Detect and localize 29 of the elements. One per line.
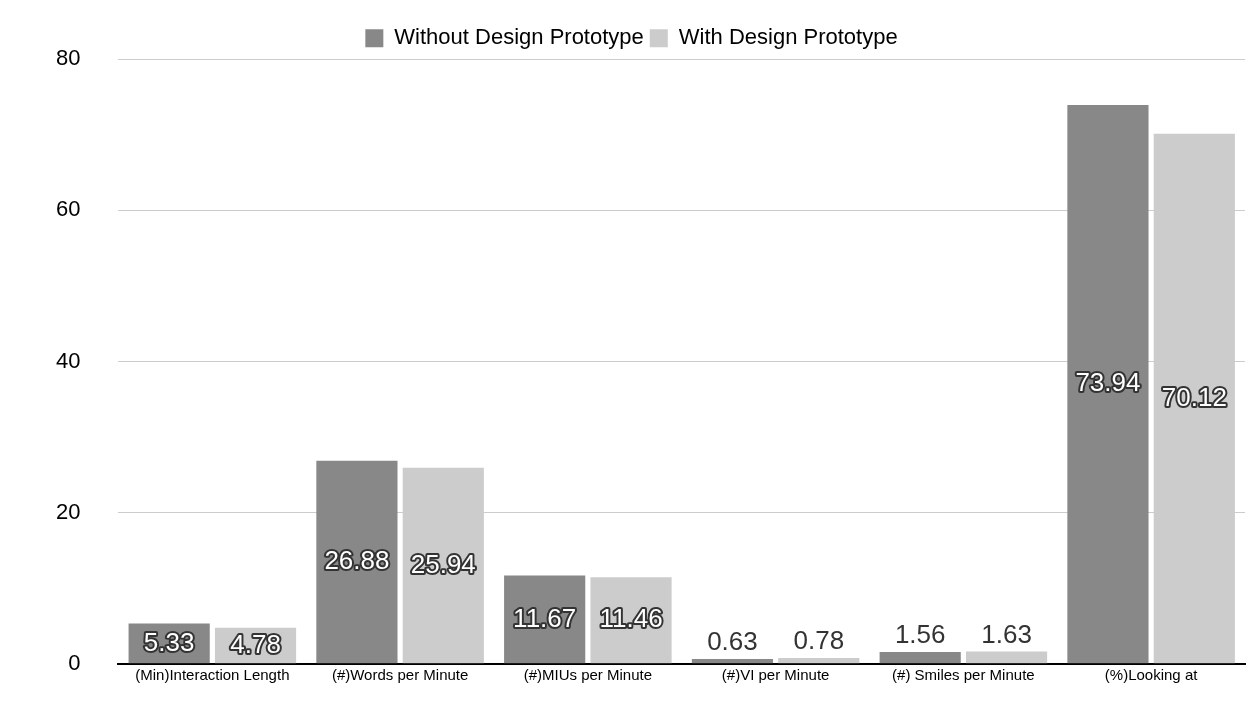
y-tick-label: 40 xyxy=(55,347,81,373)
data-label: 26.88 xyxy=(324,545,390,576)
legend-label: With Design Prototype xyxy=(678,24,898,50)
data-label: 1.56 xyxy=(894,619,946,650)
data-label: 11.67 xyxy=(513,602,577,633)
x-tick-label: (#) Smiles per Minute xyxy=(892,665,1035,683)
data-label: 5.33 xyxy=(143,626,195,657)
x-tick-label: (#)MIUs per Minute xyxy=(523,665,653,683)
data-label: 70.12 xyxy=(1161,381,1227,412)
legend-label: Without Design Prototype xyxy=(394,24,644,50)
data-label: 0.78 xyxy=(793,625,845,656)
data-label: 1.63 xyxy=(981,618,1032,649)
y-tick-label: 20 xyxy=(55,498,81,524)
bar xyxy=(965,651,1048,664)
data-label: 0.63 xyxy=(707,626,758,657)
bar xyxy=(691,659,774,664)
x-tick-label: (#)VI per Minute xyxy=(721,665,830,683)
x-tick-label: (%)Looking at xyxy=(1104,665,1199,683)
y-tick-label: 60 xyxy=(55,196,81,222)
bar xyxy=(1067,105,1149,664)
y-tick-label: 0 xyxy=(68,649,81,675)
bar xyxy=(879,652,961,664)
x-tick-label: (#)Words per Minute xyxy=(331,665,469,683)
bar xyxy=(316,460,398,664)
x-tick-label: (Min)Interaction Length xyxy=(135,665,290,683)
data-label: 11.46 xyxy=(599,603,663,634)
bar xyxy=(778,657,860,664)
data-label: 73.94 xyxy=(1075,367,1141,398)
y-tick-label: 80 xyxy=(55,45,81,71)
